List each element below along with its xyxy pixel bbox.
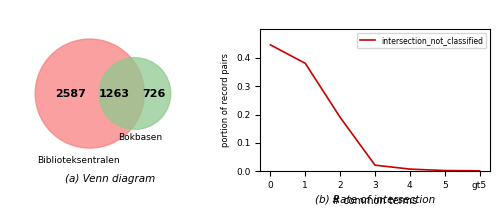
Text: Biblioteksentralen: Biblioteksentralen: [37, 156, 119, 165]
Legend: intersection_not_classified: intersection_not_classified: [356, 33, 486, 48]
Circle shape: [35, 39, 144, 148]
X-axis label: # common terms: # common terms: [332, 196, 418, 206]
intersection_not_classified: [407, 168, 413, 170]
Circle shape: [99, 58, 171, 129]
Text: 726: 726: [142, 89, 166, 99]
intersection_not_classified: [442, 169, 448, 172]
intersection_not_classified: [372, 164, 378, 166]
Line: intersection_not_classified: intersection_not_classified: [270, 45, 480, 171]
intersection_not_classified: [337, 116, 343, 119]
Text: Bokbasen: Bokbasen: [118, 133, 162, 142]
Text: 1263: 1263: [99, 89, 130, 99]
intersection_not_classified: [302, 62, 308, 65]
Y-axis label: portion of record pairs: portion of record pairs: [222, 53, 230, 147]
intersection_not_classified: [476, 169, 482, 172]
Text: (a) Venn diagram: (a) Venn diagram: [65, 174, 155, 184]
Text: 2587: 2587: [56, 89, 86, 99]
Text: (b) Rate of intersection: (b) Rate of intersection: [315, 195, 435, 205]
intersection_not_classified: [268, 44, 274, 46]
